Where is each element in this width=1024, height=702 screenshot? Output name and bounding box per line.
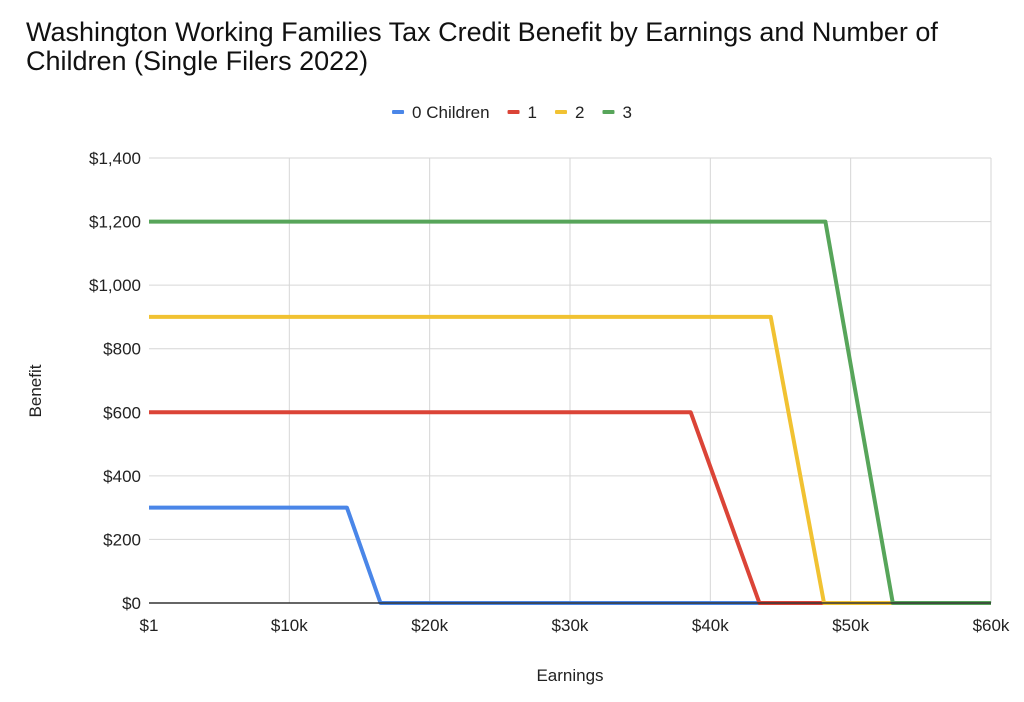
x-axis-title: Earnings — [536, 666, 603, 685]
gridlines — [149, 157, 992, 603]
chart-title: Washington Working Families Tax Credit B… — [26, 17, 938, 76]
legend-item-0: 0 Children — [392, 103, 490, 122]
x-tick-label: $20k — [411, 616, 448, 635]
y-tick-label: $200 — [103, 530, 141, 549]
legend-label: 2 — [575, 103, 584, 122]
y-axis-title: Benefit — [26, 364, 45, 417]
y-tick-label: $0 — [122, 594, 141, 613]
legend-swatch — [507, 110, 520, 114]
x-tick-label: $50k — [832, 616, 869, 635]
legend-swatch — [555, 110, 568, 114]
legend-swatch — [602, 110, 615, 114]
legend-item-2: 2 — [555, 103, 584, 122]
legend-item-3: 3 — [602, 103, 632, 122]
legend: 0 Children 1 2 3 — [392, 103, 632, 122]
y-tick-label: $400 — [103, 467, 141, 486]
y-tick-label: $1,400 — [89, 149, 141, 168]
y-tick-label: $1,200 — [89, 213, 141, 232]
x-tick-label: $10k — [271, 616, 308, 635]
x-tick-label: $40k — [692, 616, 729, 635]
legend-item-1: 1 — [507, 103, 537, 122]
axes: $0 $200 $400 $600 $800 $1,000 $1,200 $1,400 $1 $1… — [89, 149, 1010, 635]
y-tick-label: $800 — [103, 340, 141, 359]
x-tick-label: $1 — [140, 616, 159, 635]
x-tick-label: $60k — [973, 616, 1010, 635]
y-tick-label: $1,000 — [89, 276, 141, 295]
legend-label: 0 Children — [412, 103, 490, 122]
legend-label: 1 — [528, 103, 537, 122]
legend-label: 3 — [622, 103, 631, 122]
y-tick-label: $600 — [103, 403, 141, 422]
legend-swatch — [392, 110, 405, 114]
x-tick-label: $30k — [552, 616, 589, 635]
